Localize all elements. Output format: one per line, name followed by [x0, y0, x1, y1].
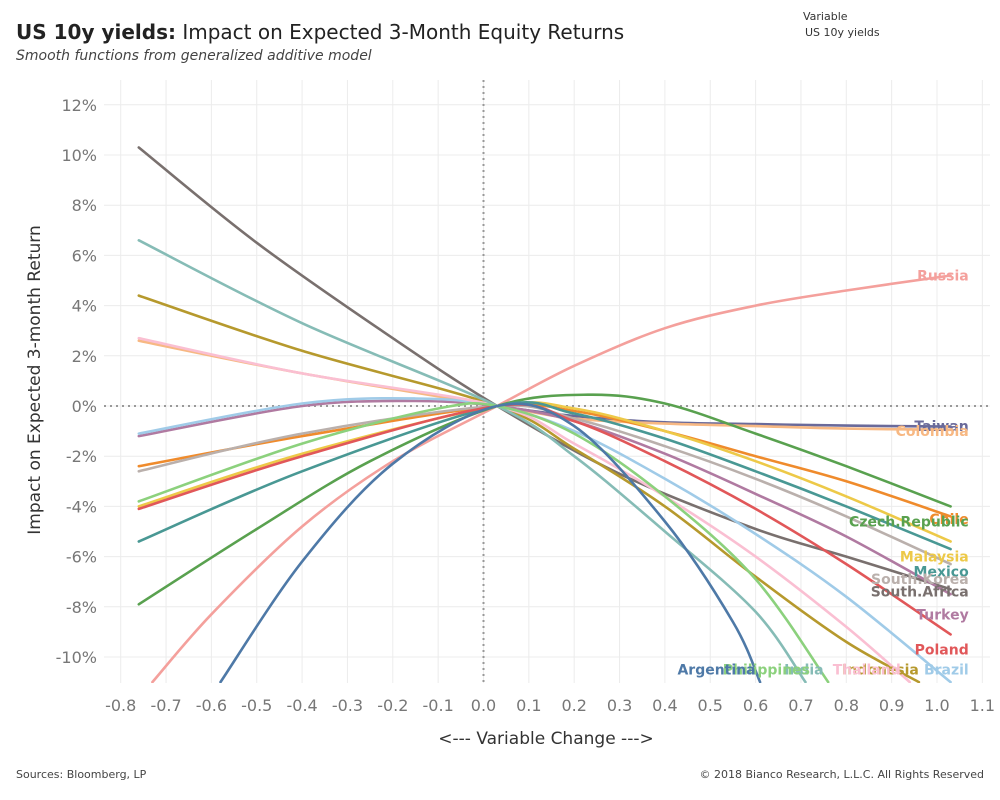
x-tick-label: -0.1	[423, 696, 454, 715]
series-label-mexico: Mexico	[914, 565, 970, 581]
y-tick-label: 12%	[61, 96, 97, 115]
legend-value[interactable]: US 10y yields	[805, 26, 880, 39]
series-label-czech-republic: Czech.Republic	[849, 514, 969, 530]
series-label-argentina: Argentina	[677, 663, 755, 679]
series-line-malaysia[interactable]	[137, 401, 952, 543]
series-label-colombia: Colombia	[896, 424, 969, 440]
x-axis-ticks: -0.8 -0.7 -0.6 -0.5 -0.4 -0.3 -0.2 -0.1 0.0 0.1 0.…	[105, 696, 995, 715]
chart-title-rest: Impact on Expected 3-Month Equity Return…	[175, 20, 625, 44]
series-line-south-korea[interactable]	[137, 404, 952, 566]
series-line-chile[interactable]	[137, 403, 952, 518]
y-tick-label: -10%	[56, 648, 97, 667]
legend-title: Variable	[803, 10, 848, 23]
x-tick-label: 0.3	[607, 696, 632, 715]
series-line-argentina[interactable]	[219, 402, 762, 683]
y-tick-label: -2%	[66, 447, 97, 466]
y-axis-ticks: -10% -8% -6% -4% -2% 0% 2% 4% 6% 8% 10% 12%	[56, 96, 97, 667]
chart-title: US 10y yields: Impact on Expected 3-Mont…	[16, 20, 624, 44]
x-tick-label: 1.0	[924, 696, 949, 715]
y-tick-label: -8%	[66, 598, 97, 617]
series-line-colombia[interactable]	[137, 339, 952, 432]
grid	[104, 80, 990, 683]
series-lines	[137, 146, 952, 683]
x-tick-label: 0.0	[471, 696, 496, 715]
x-tick-label: 0.6	[743, 696, 768, 715]
x-tick-label: 1.1	[970, 696, 995, 715]
series-label-taiwan: Taiwan	[914, 419, 968, 435]
x-tick-label: -0.2	[377, 696, 408, 715]
series-label-turkey: Turkey	[916, 607, 968, 623]
x-tick-label: 0.2	[561, 696, 586, 715]
y-tick-label: 2%	[72, 347, 97, 366]
series-line-taiwan[interactable]	[495, 404, 952, 428]
y-tick-label: 0%	[72, 397, 97, 416]
series-label-indonesia: Indonesia	[842, 663, 919, 679]
x-tick-label: 0.4	[652, 696, 677, 715]
series-line-brazil[interactable]	[137, 396, 952, 683]
x-tick-label: 0.5	[698, 696, 723, 715]
source-note: Sources: Bloomberg, LP	[16, 768, 147, 781]
x-tick-label: 0.1	[516, 696, 541, 715]
series-line-poland[interactable]	[137, 403, 952, 636]
x-tick-label: -0.8	[105, 696, 136, 715]
copyright-note: © 2018 Bianco Research, L.L.C. All Right…	[699, 768, 984, 781]
x-tick-label: 0.9	[879, 696, 904, 715]
series-label-philippines: Philippines	[723, 663, 810, 679]
series-line-philippines[interactable]	[137, 401, 830, 683]
x-tick-label: -0.3	[332, 696, 363, 715]
variable-legend[interactable]: Variable US 10y yields	[803, 10, 880, 39]
series-label-malaysia: Malaysia	[900, 550, 969, 566]
x-tick-label: -0.7	[150, 696, 181, 715]
series-label-south-korea: South.Korea	[871, 572, 969, 588]
x-tick-label: 0.7	[788, 696, 813, 715]
series-line-india[interactable]	[137, 239, 807, 683]
series-label-russia: Russia	[917, 268, 969, 284]
series-label-brazil: Brazil	[924, 663, 969, 679]
y-axis-title: Impact on Expected 3-month Return	[25, 225, 45, 534]
series-label-south-africa: South.Africa	[871, 585, 969, 601]
series-line-thailand[interactable]	[137, 336, 912, 683]
series-label-poland: Poland	[915, 642, 969, 658]
series-label-chile: Chile	[929, 512, 968, 528]
y-tick-label: -4%	[66, 497, 97, 516]
x-tick-label: -0.5	[241, 696, 272, 715]
y-tick-label: 6%	[72, 246, 97, 265]
x-tick-label: 0.8	[834, 696, 859, 715]
series-line-russia[interactable]	[151, 274, 952, 683]
x-axis-title: <--- Variable Change --->	[438, 729, 653, 749]
series-label-india: India	[784, 663, 823, 679]
series-line-mexico[interactable]	[137, 401, 952, 551]
x-tick-label: -0.4	[286, 696, 317, 715]
series-label-thailand: Thailand	[833, 663, 901, 679]
x-tick-label: -0.6	[196, 696, 227, 715]
series-line-czech-republic[interactable]	[137, 393, 952, 606]
series-line-indonesia[interactable]	[137, 294, 921, 683]
chart-title-bold: US 10y yields:	[16, 20, 176, 44]
series-line-south-africa[interactable]	[137, 146, 952, 591]
y-tick-label: -6%	[66, 548, 97, 567]
y-tick-label: 4%	[72, 297, 97, 316]
y-tick-label: 8%	[72, 196, 97, 215]
reference-lines	[104, 80, 990, 683]
chart-subtitle: Smooth functions from generalized additi…	[16, 48, 372, 64]
y-tick-label: 10%	[61, 146, 97, 165]
